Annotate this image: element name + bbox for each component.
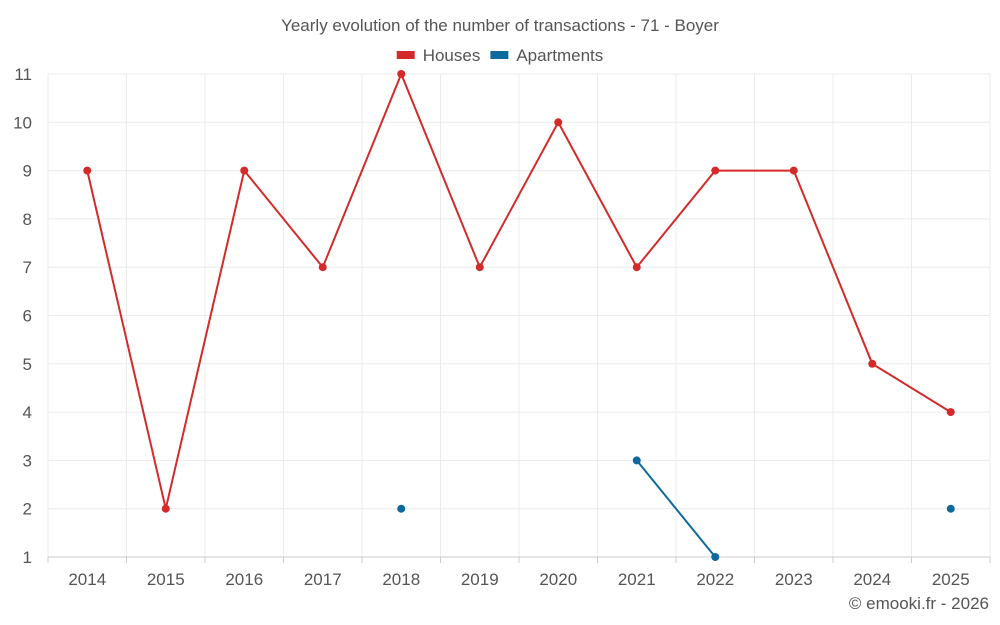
y-axis: 1 2 3 4 5 6 7 8 9 10 11 xyxy=(13,65,32,567)
legend-swatch xyxy=(396,51,415,59)
data-point-houses[interactable] xyxy=(789,166,798,175)
data-point-houses[interactable] xyxy=(946,408,955,417)
data-point-houses[interactable] xyxy=(83,166,92,175)
data-point-apartments[interactable] xyxy=(397,504,406,513)
x-tick-label: 2024 xyxy=(853,570,891,589)
x-tick-label: 2014 xyxy=(68,570,106,589)
data-point-houses[interactable] xyxy=(632,263,641,272)
data-point-houses[interactable] xyxy=(475,263,484,272)
credit-text: © emooki.fr - 2026 xyxy=(849,594,989,613)
x-axis: 2014 2015 2016 2017 2018 2019 2020 2021 2022 2023… xyxy=(47,556,991,589)
y-tick-label: 1 xyxy=(23,548,32,567)
series-layer xyxy=(83,70,955,561)
legend-item-apartments[interactable]: Apartments xyxy=(490,46,603,65)
x-tick-label: 2017 xyxy=(304,570,342,589)
y-tick-label: 3 xyxy=(23,451,32,470)
legend: Houses Apartments xyxy=(396,46,603,65)
data-point-apartments[interactable] xyxy=(946,504,955,513)
x-tick-label: 2016 xyxy=(225,570,263,589)
y-tick-label: 9 xyxy=(23,162,32,181)
series-houses xyxy=(83,70,955,513)
y-tick-label: 11 xyxy=(14,65,32,84)
series-line-apartments xyxy=(635,459,717,558)
x-tick-label: 2019 xyxy=(461,570,499,589)
x-tick-label: 2023 xyxy=(775,570,813,589)
x-tick-label: 2015 xyxy=(147,570,185,589)
data-point-houses[interactable] xyxy=(397,70,406,78)
series-apartments xyxy=(397,456,955,561)
y-tick-label: 4 xyxy=(23,403,32,422)
data-point-houses[interactable] xyxy=(240,166,249,175)
legend-label-houses: Houses xyxy=(423,46,481,65)
y-tick-label: 10 xyxy=(13,113,32,132)
grid xyxy=(47,73,991,558)
legend-item-houses[interactable]: Houses xyxy=(396,46,481,65)
legend-swatch xyxy=(490,51,509,59)
y-tick-label: 7 xyxy=(23,258,32,277)
y-tick-label: 8 xyxy=(23,210,32,229)
chart-title: Yearly evolution of the number of transa… xyxy=(281,16,719,35)
data-point-apartments[interactable] xyxy=(632,456,641,465)
x-tick-label: 2025 xyxy=(932,570,970,589)
x-tick-label: 2022 xyxy=(696,570,734,589)
y-tick-label: 2 xyxy=(23,500,32,519)
x-tick-label: 2018 xyxy=(382,570,420,589)
x-tick-label: 2020 xyxy=(539,570,577,589)
data-point-apartments[interactable] xyxy=(711,553,720,561)
data-point-houses[interactable] xyxy=(318,263,327,272)
series-line-houses xyxy=(86,71,952,509)
x-tick-label: 2021 xyxy=(618,570,656,589)
legend-label-apartments: Apartments xyxy=(516,46,603,65)
data-point-houses[interactable] xyxy=(868,359,877,368)
y-tick-label: 6 xyxy=(23,307,32,326)
y-tick-label: 5 xyxy=(23,355,32,374)
data-point-houses[interactable] xyxy=(161,504,170,513)
data-point-houses[interactable] xyxy=(554,118,563,127)
data-point-houses[interactable] xyxy=(711,166,720,175)
